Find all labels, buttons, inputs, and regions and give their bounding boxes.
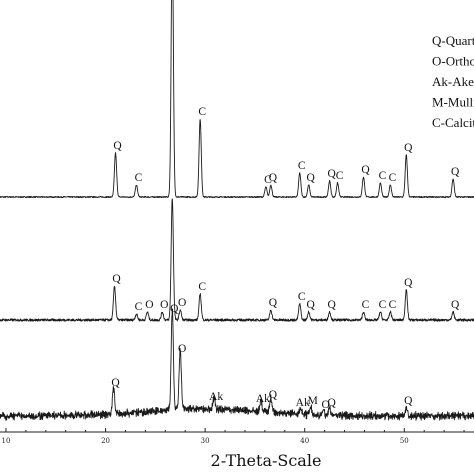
xrd-traces <box>0 0 474 421</box>
x-axis: 10 20 30 40 50 <box>0 428 474 445</box>
peak-label: C <box>362 299 370 311</box>
peak-label: Q <box>113 140 122 152</box>
peak-label: C <box>379 299 387 311</box>
peak-label: Ak <box>209 391 223 403</box>
peak-label: C <box>298 291 306 303</box>
peak-label: Q <box>404 277 413 289</box>
peak-label: C <box>389 299 397 311</box>
peak-label: Q <box>307 172 316 184</box>
x-tick-label: 50 <box>400 437 409 445</box>
xrd-trace-middle <box>0 198 474 322</box>
peak-label: Q <box>451 299 460 311</box>
peak-label: Q <box>327 299 336 311</box>
peak-label: Ak <box>296 397 310 409</box>
x-tick-label: 30 <box>201 437 210 445</box>
peak-label: C <box>264 174 272 186</box>
peak-label: Q <box>269 297 278 309</box>
legend-entry: O-Orthoclase <box>432 54 474 69</box>
legend-entry: M-Mullite <box>432 95 474 110</box>
peak-label: Q <box>269 172 278 184</box>
peak-label: C <box>298 160 306 172</box>
peak-label: M <box>308 395 318 407</box>
peak-labels: QCQCCQCQQCQCCQQQCOOOCQCQQCCCQQQQOAkAkQAk… <box>111 106 460 411</box>
peak-label: C <box>389 172 397 184</box>
peak-label: Q <box>361 164 370 176</box>
peak-label: Q <box>307 299 316 311</box>
peak-label: Ak <box>256 393 270 405</box>
peak-label: O <box>178 297 186 309</box>
xrd-trace-bottom <box>0 308 474 421</box>
peak-label: C <box>135 301 143 313</box>
x-tick-label: 40 <box>300 437 309 445</box>
peak-label: O <box>321 399 329 411</box>
x-axis-title: 2-Theta-Scale <box>211 451 322 470</box>
peak-label: Q <box>404 142 413 154</box>
legend-entry: C-Calcite <box>432 115 474 130</box>
peak-label: C <box>336 170 344 182</box>
x-tick-label: 10 <box>2 437 11 445</box>
peak-label: Q <box>170 303 179 315</box>
peak-label: Q <box>327 397 336 409</box>
peak-label: Q <box>451 166 460 178</box>
peak-label: C <box>198 106 206 118</box>
peak-label: C <box>135 172 143 184</box>
legend-entry: Ak-Akermanite <box>432 74 474 89</box>
peak-label: O <box>178 343 186 355</box>
peak-label: Q <box>404 395 413 407</box>
peak-label: O <box>145 299 153 311</box>
peak-label: Q <box>269 389 278 401</box>
x-tick-label: 20 <box>101 437 110 445</box>
peak-label: C <box>379 170 387 182</box>
legend-entry: Q-Quartz <box>432 33 474 48</box>
xrd-trace-top <box>0 0 474 199</box>
peak-label: Q <box>327 168 336 180</box>
legend: Q-Quartz O-Orthoclase Ak-Akermanite M-Mulli… <box>432 33 474 130</box>
peak-label: Q <box>111 377 120 389</box>
peak-label: C <box>198 281 206 293</box>
peak-label: Q <box>112 273 121 285</box>
peak-label: O <box>160 299 168 311</box>
